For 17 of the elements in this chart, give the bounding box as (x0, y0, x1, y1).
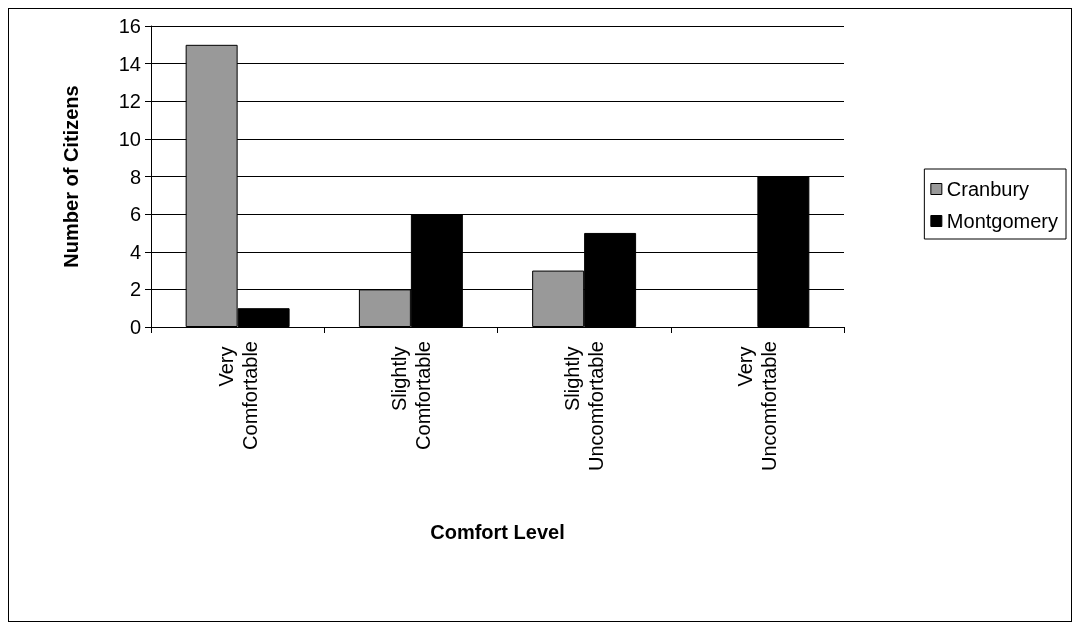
y-tick-label: 14 (118, 52, 141, 75)
x-tick-label: Very Comfortable (214, 341, 261, 450)
y-tick-label: 2 (129, 278, 141, 301)
y-tick-label: 6 (129, 203, 141, 226)
y-axis-title: Number of Citizens (60, 85, 82, 268)
x-axis-title: Comfort Level (430, 521, 565, 543)
legend-label: Montgomery (946, 210, 1058, 232)
x-tick-label: Very Uncomfortable (734, 341, 781, 472)
x-tick-label: Slightly Comfortable (387, 341, 434, 450)
y-tick-label: 8 (129, 165, 141, 188)
y-tick-label: 10 (118, 127, 141, 150)
y-tick-label: 0 (129, 316, 141, 338)
y-tick-label: 4 (129, 240, 141, 263)
legend-label: Cranbury (946, 178, 1030, 200)
y-tick-label: 16 (118, 15, 141, 37)
x-tick-label: Slightly Uncomfortable (561, 341, 608, 472)
y-tick-label: 12 (118, 90, 141, 113)
